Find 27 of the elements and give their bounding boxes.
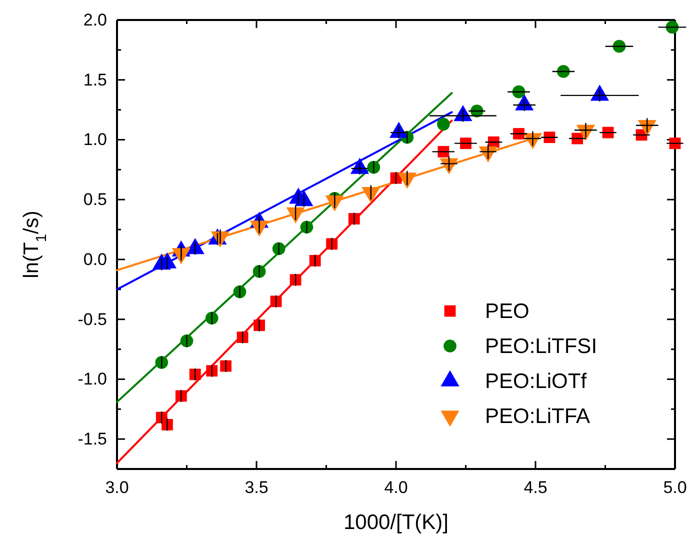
point — [205, 312, 218, 325]
point — [189, 368, 201, 380]
y-tick-label: 0.0 — [83, 250, 107, 269]
point — [290, 274, 302, 286]
x-tick-label: 3.0 — [105, 478, 129, 498]
legend-label: PEO:LiTFSI — [485, 335, 598, 358]
x-axis-title: 1000/[T(K)] — [343, 511, 449, 534]
point — [309, 254, 321, 266]
point — [236, 332, 248, 343]
y-tick-label: 1.5 — [83, 70, 107, 90]
point — [556, 65, 570, 78]
x-tick-label: 4.5 — [524, 478, 548, 498]
legend-label: PEO:LiTFA — [485, 405, 590, 428]
y-tick-label: -0.5 — [78, 310, 107, 329]
legend-label: PEO — [485, 300, 530, 323]
x-tick-label: 3.5 — [244, 478, 268, 498]
x-tick-label: 4.0 — [384, 478, 408, 498]
x-tick-label: 5.0 — [663, 478, 687, 498]
point — [206, 365, 218, 377]
y-tick-label: 2.0 — [83, 10, 107, 30]
y-tick-label: 0.5 — [83, 190, 107, 210]
point — [436, 118, 450, 131]
legend-label: PEO:LiOTf — [485, 370, 587, 393]
point — [155, 356, 168, 369]
y-tick-label: 1.0 — [83, 130, 107, 150]
y-tick-label: -1.0 — [78, 370, 107, 389]
y-tick-label: -1.5 — [78, 430, 107, 449]
